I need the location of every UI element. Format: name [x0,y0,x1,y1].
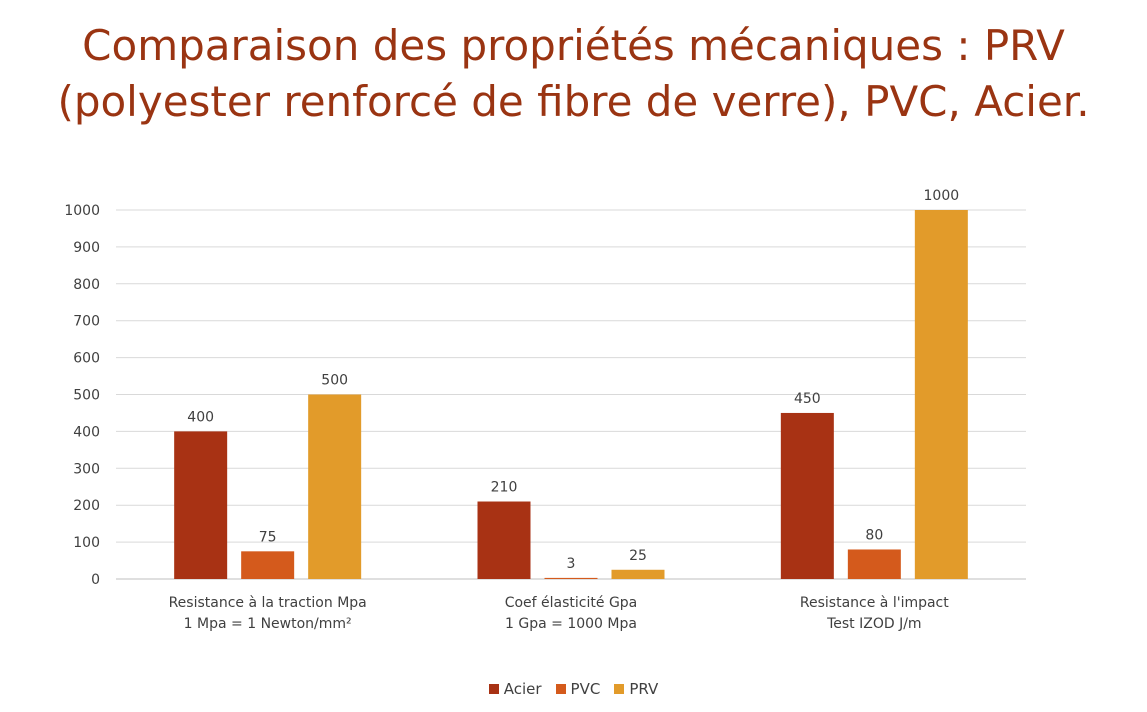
y-tick-label: 200 [73,498,100,514]
legend-item-prv: PRV [614,680,658,698]
y-tick-label: 100 [73,535,100,551]
data-label: 25 [629,548,647,564]
bar-pvc [241,551,295,579]
bar-pvc [847,549,901,579]
bar-acier [477,501,531,579]
data-label: 3 [567,556,576,572]
x-category-label: 1 Mpa = 1 Newton/mm² [184,616,352,632]
legend-item-pvc: PVC [555,680,601,698]
data-label: 80 [865,527,883,543]
legend-swatch-pvc [555,684,566,694]
data-label: 1000 [924,188,960,204]
x-category-label: 1 Gpa = 1000 Mpa [505,616,637,632]
data-label: 400 [187,409,214,425]
legend-swatch-prv [614,684,625,694]
x-category-label: Resistance à l'impact [800,595,949,611]
y-tick-label: 700 [73,314,100,330]
y-tick-label: 1000 [64,203,100,219]
legend-swatch-acier [488,684,499,694]
data-label: 500 [321,373,348,389]
y-tick-label: 500 [73,388,100,404]
bar-acier [780,412,834,579]
chart-title-line-1: Comparaison des propriétés mécaniques : … [82,21,1065,70]
legend-item-acier: Acier [488,680,542,698]
y-tick-label: 600 [73,351,100,367]
legend-label-pvc: PVC [570,680,601,698]
data-label: 450 [794,391,821,407]
x-category-label: Resistance à la traction Mpa [169,595,367,611]
chart-title: Comparaison des propriétés mécaniques : … [0,18,1147,130]
data-label: 210 [491,480,518,496]
y-tick-label: 800 [73,277,100,293]
bar-acier [174,431,228,579]
chart-legend: Acier PVC PRV [0,680,1147,698]
x-category-label: Test IZOD J/m [826,616,921,632]
bar-prv [611,569,665,579]
y-tick-label: 400 [73,424,100,440]
y-tick-label: 900 [73,240,100,256]
legend-label-acier: Acier [503,680,542,698]
bar-pvc [544,577,598,579]
legend-label-prv: PRV [629,680,659,698]
chart-title-line-2: (polyester renforcé de fibre de verre), … [57,77,1090,126]
data-label: 75 [259,529,277,545]
bar-prv [914,210,968,579]
x-category-label: Coef élasticité Gpa [505,595,638,611]
y-tick-label: 300 [73,461,100,477]
bar-prv [308,394,362,579]
y-tick-label: 0 [91,572,100,588]
